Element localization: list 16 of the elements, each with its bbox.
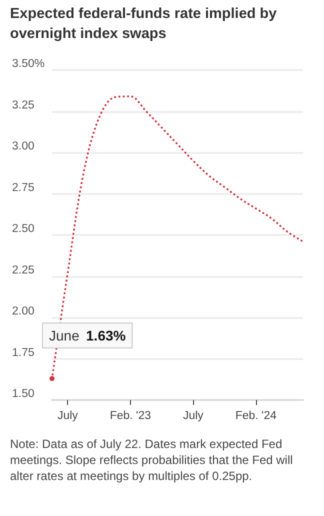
y-tick-label: 1.50: [12, 388, 34, 400]
y-tick-label: 2.00: [12, 306, 34, 318]
y-tick-label: 3.50%: [12, 58, 45, 70]
y-tick-label: 3.00: [12, 140, 34, 152]
y-tick-label: 1.75: [12, 346, 34, 359]
y-tick-label: 2.50: [12, 223, 34, 235]
x-tick-label: July: [57, 410, 78, 422]
y-tick-label: 2.25: [12, 264, 34, 276]
y-tick-label: 3.25: [12, 99, 34, 112]
text: Note: Data as of July 22. Dates mark expected Fed meetings. Slope reflects probabilities that the Fed will alter rates at meetings by multiples of 0.25pp.: [10, 436, 294, 484]
chart-title: Expected federal-funds rate implied by overnight index swaps: [10, 5, 278, 44]
x-tick-label: July: [182, 410, 204, 422]
x-tick-label: Feb. '23: [110, 410, 152, 422]
annotation: June 1.63%: [49, 328, 126, 344]
y-tick-label: 2.75: [12, 182, 34, 194]
x-tick-label: Feb. '24: [235, 410, 278, 422]
